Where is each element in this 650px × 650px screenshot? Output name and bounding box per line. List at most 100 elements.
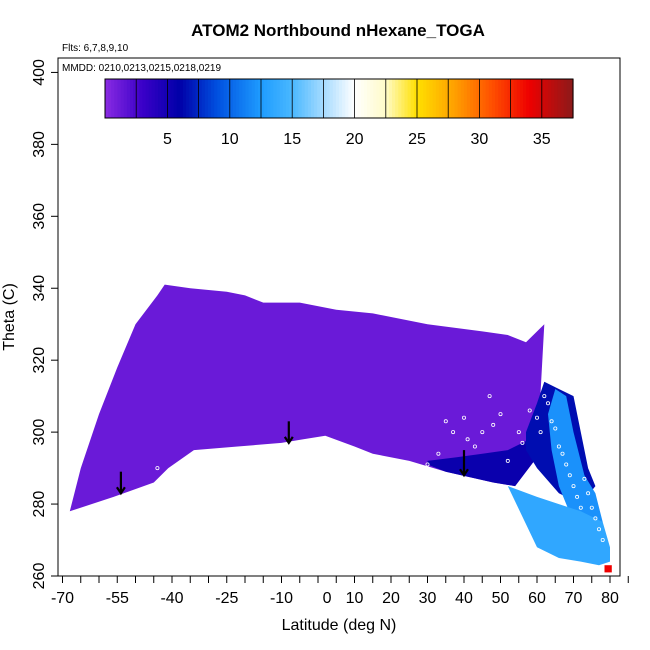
colorbar-segment: [507, 79, 512, 118]
y-tick-label: 260: [31, 563, 48, 590]
colorbar-segment: [410, 79, 415, 118]
x-tick-label: 60: [528, 590, 546, 607]
colorbar-segment: [363, 79, 368, 118]
colorbar-segment: [139, 79, 144, 118]
colorbar-segment: [398, 79, 402, 118]
arrow-head: [115, 486, 126, 496]
sample-point: [556, 444, 561, 449]
colorbar-segment: [267, 79, 271, 118]
x-tick-label: 30: [419, 590, 437, 607]
colorbar-segment: [395, 79, 399, 118]
sample-point: [560, 451, 565, 456]
y-axis: 260 280 300 320 340 360 380 400: [31, 59, 58, 589]
colorbar-segment: [495, 79, 499, 118]
colorbar-segment: [435, 79, 440, 118]
colorbar-tick-label: 35: [533, 131, 551, 148]
colorbar-segment: [214, 79, 218, 118]
colorbar-segment: [354, 79, 359, 118]
colorbar-segment: [282, 79, 287, 118]
colorbar-segment: [279, 79, 284, 118]
colorbar-segment: [108, 79, 112, 118]
plot-data: [69, 284, 612, 573]
colorbar-segment: [351, 79, 356, 118]
sample-point: [480, 430, 485, 435]
colorbar-segment: [332, 79, 337, 118]
colorbar-segment: [560, 79, 565, 118]
colorbar-segment: [236, 79, 240, 118]
sample-point: [571, 484, 576, 489]
colorbar-segment: [223, 79, 228, 118]
colorbar-segment: [211, 79, 215, 118]
colorbar-segment: [276, 79, 281, 118]
colorbar-segment: [504, 79, 509, 118]
colorbar-segment: [491, 79, 496, 118]
colorbar-segment: [516, 79, 521, 118]
colorbar-segment: [538, 79, 543, 118]
sample-point: [549, 419, 554, 424]
arrow-2: [283, 421, 294, 445]
sample-point: [553, 426, 558, 431]
x-tick-label: 20: [382, 590, 400, 607]
colorbar-segment: [420, 79, 424, 118]
colorbar-segment: [126, 79, 131, 118]
colorbar-segment: [204, 79, 209, 118]
colorbar-segment: [176, 79, 181, 118]
colorbar-segment: [367, 79, 371, 118]
sample-point: [546, 401, 551, 406]
colorbar-segment: [298, 79, 303, 118]
y-tick-label: 320: [31, 347, 48, 374]
region-main-field: [69, 284, 545, 512]
colorbar-segment: [519, 79, 524, 118]
y-tick-label: 400: [31, 59, 48, 86]
colorbar-segment: [429, 79, 434, 118]
x-tick-label: 0: [323, 590, 332, 607]
region-dark-band-mid: [427, 439, 537, 487]
colorbar-segment: [532, 79, 537, 118]
colorbar-segment: [413, 79, 418, 118]
colorbar-segment: [329, 79, 334, 118]
colorbar-tick-label: 25: [408, 131, 426, 148]
colorbar-segment: [392, 79, 396, 118]
arrow-3: [459, 450, 469, 478]
colorbar-segment: [348, 79, 353, 118]
colorbar-segment: [463, 79, 468, 118]
x-tick-label: 40: [455, 590, 473, 607]
colorbar-segment: [479, 79, 484, 118]
x-tick-label: -70: [51, 590, 74, 607]
colorbar-segment: [239, 79, 243, 118]
y-axis-title: Theta (C): [1, 283, 18, 351]
sample-point: [516, 430, 521, 435]
colorbar-segment: [264, 79, 268, 118]
colorbar-segment: [261, 79, 265, 118]
colorbar-segment: [310, 79, 315, 118]
colorbar-segment: [189, 79, 193, 118]
sample-point: [589, 505, 594, 510]
colorbar-segment: [535, 79, 540, 118]
colorbar-tick-label: 30: [471, 131, 489, 148]
colorbar-segment: [173, 79, 178, 118]
colorbar-segment: [148, 79, 153, 118]
sample-point: [498, 412, 503, 417]
colorbar-segment: [323, 79, 328, 118]
colorbar-segment: [473, 79, 477, 118]
colorbar-segment: [232, 79, 237, 118]
colorbar-segment: [457, 79, 462, 118]
colorbar-segment: [123, 79, 128, 118]
colorbar-segment: [488, 79, 493, 118]
colorbar-segment: [470, 79, 474, 118]
chart-title: ATOM2 Northbound nHexane_TOGA: [191, 21, 485, 40]
colorbar-segment: [460, 79, 465, 118]
x-tick-label: -25: [215, 590, 238, 607]
colorbar-segment: [342, 79, 346, 118]
colorbar-frame: [104, 78, 574, 119]
x-tick-label: 10: [346, 590, 364, 607]
y-tick-label: 380: [31, 131, 48, 158]
colorbar-segment: [120, 79, 125, 118]
colorbar-segment: [111, 79, 115, 118]
sample-point: [451, 430, 456, 435]
colorbar-segment: [145, 79, 150, 118]
colorbar-segment: [292, 79, 296, 118]
colorbar-segment: [161, 79, 165, 118]
colorbar-segment: [201, 79, 206, 118]
